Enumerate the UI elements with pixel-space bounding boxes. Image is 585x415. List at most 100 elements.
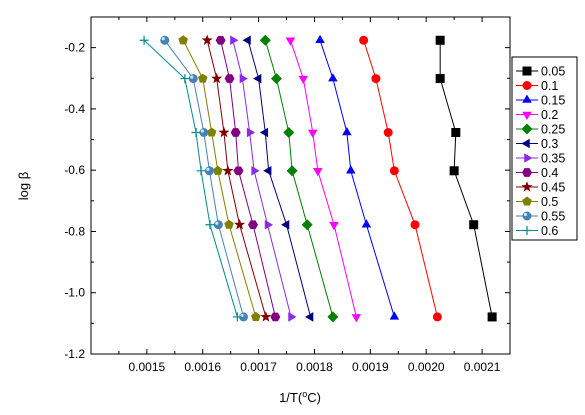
data-point <box>211 72 223 84</box>
data-point <box>313 168 323 177</box>
data-point <box>521 138 530 149</box>
series-line <box>289 40 357 318</box>
data-point <box>305 312 314 322</box>
legend-item-0.15: 0.15 <box>516 94 565 108</box>
data-point <box>233 166 244 176</box>
data-point <box>522 226 532 235</box>
data-point <box>230 128 241 137</box>
data-point <box>270 73 282 85</box>
x-tick-label: 0.0016 <box>184 360 221 374</box>
data-point <box>286 165 298 177</box>
x-tick-label: 0.0021 <box>464 360 501 374</box>
y-tick-label: -1.2 <box>64 347 85 361</box>
data-point <box>328 73 338 82</box>
data-point <box>359 35 369 45</box>
y-tick-label: -0.6 <box>64 163 85 177</box>
series-layer <box>139 34 497 323</box>
data-point <box>361 219 372 228</box>
legend-item-0.55: 0.55 <box>516 210 565 224</box>
data-point <box>487 312 497 322</box>
data-point-highlight <box>240 313 244 318</box>
data-point-highlight <box>200 129 204 133</box>
data-point <box>301 219 313 231</box>
data-point-highlight <box>161 37 165 41</box>
y-axis-label: log β <box>16 172 31 200</box>
data-point <box>383 127 393 137</box>
legend-label: 0.4 <box>541 166 558 180</box>
data-point-highlight <box>215 221 219 225</box>
series-0.45 <box>201 34 272 322</box>
series-0.6 <box>139 35 242 322</box>
data-point <box>522 94 532 103</box>
x-axis-label-sup: o <box>302 389 307 399</box>
plot-frame <box>90 16 511 355</box>
data-point <box>230 35 239 46</box>
series-0.3 <box>242 35 314 322</box>
data-point <box>410 220 420 230</box>
axis-ticks: 0.0015 0.0016 0.0017 0.0018 0.0019 0.0020 0.00… <box>64 16 510 374</box>
legend: 0.050.10.150.20.250.30.350.40.450.50.550… <box>511 56 578 241</box>
data-point <box>213 165 223 175</box>
data-point <box>222 164 234 176</box>
legend-item-0.05: 0.05 <box>516 65 565 79</box>
data-point <box>524 153 533 163</box>
data-point <box>435 74 445 84</box>
series-line <box>363 40 438 318</box>
data-point <box>224 74 235 83</box>
data-point <box>449 166 459 176</box>
data-point <box>251 311 261 321</box>
data-point <box>206 127 217 137</box>
data-point <box>239 73 248 84</box>
data-point <box>251 166 260 176</box>
y-tick-label: -0.2 <box>64 41 85 55</box>
legend-item-0.25: 0.25 <box>516 123 565 137</box>
data-point <box>224 219 234 229</box>
x-axis-label-main: 1/T( <box>279 390 303 405</box>
data-point <box>180 74 190 84</box>
data-point <box>521 181 533 192</box>
data-point <box>351 314 362 323</box>
legend-item-0.3: 0.3 <box>516 137 558 151</box>
data-point <box>199 127 209 137</box>
x-tick-label: 0.0019 <box>352 360 389 374</box>
data-point <box>435 35 445 45</box>
data-point <box>201 34 213 45</box>
x-axis-label-unit: C) <box>307 390 321 405</box>
data-point <box>242 35 251 46</box>
data-point <box>288 312 297 322</box>
data-point <box>160 35 170 45</box>
data-point <box>342 127 352 136</box>
data-point <box>232 312 242 322</box>
data-point <box>246 127 256 138</box>
data-point <box>308 129 318 138</box>
series-line <box>206 40 267 318</box>
legend-label: 0.6 <box>541 224 558 238</box>
series-line <box>220 40 276 318</box>
data-point <box>371 74 381 84</box>
legend-item-0.6: 0.6 <box>516 224 558 238</box>
data-point <box>248 220 259 230</box>
data-point <box>178 35 188 45</box>
y-tick-label: -0.4 <box>64 102 85 116</box>
data-point <box>215 35 226 45</box>
legend-label: 0.5 <box>541 195 558 209</box>
legend-item-0.1: 0.1 <box>516 79 558 93</box>
series-line <box>319 40 395 318</box>
data-point <box>469 220 479 230</box>
data-point <box>259 127 269 138</box>
series-0.35 <box>230 35 297 322</box>
data-point-highlight <box>523 212 528 217</box>
series-0.05 <box>435 35 497 322</box>
data-point <box>298 75 309 85</box>
data-point <box>204 166 214 176</box>
legend-label: 0.2 <box>541 108 558 122</box>
data-point <box>191 127 201 137</box>
data-point <box>329 221 339 231</box>
data-point <box>139 35 149 45</box>
data-point <box>285 37 296 46</box>
legend-label: 0.45 <box>541 181 565 195</box>
legend-item-0.5: 0.5 <box>516 195 558 209</box>
data-point <box>281 219 290 230</box>
data-point <box>188 74 198 84</box>
